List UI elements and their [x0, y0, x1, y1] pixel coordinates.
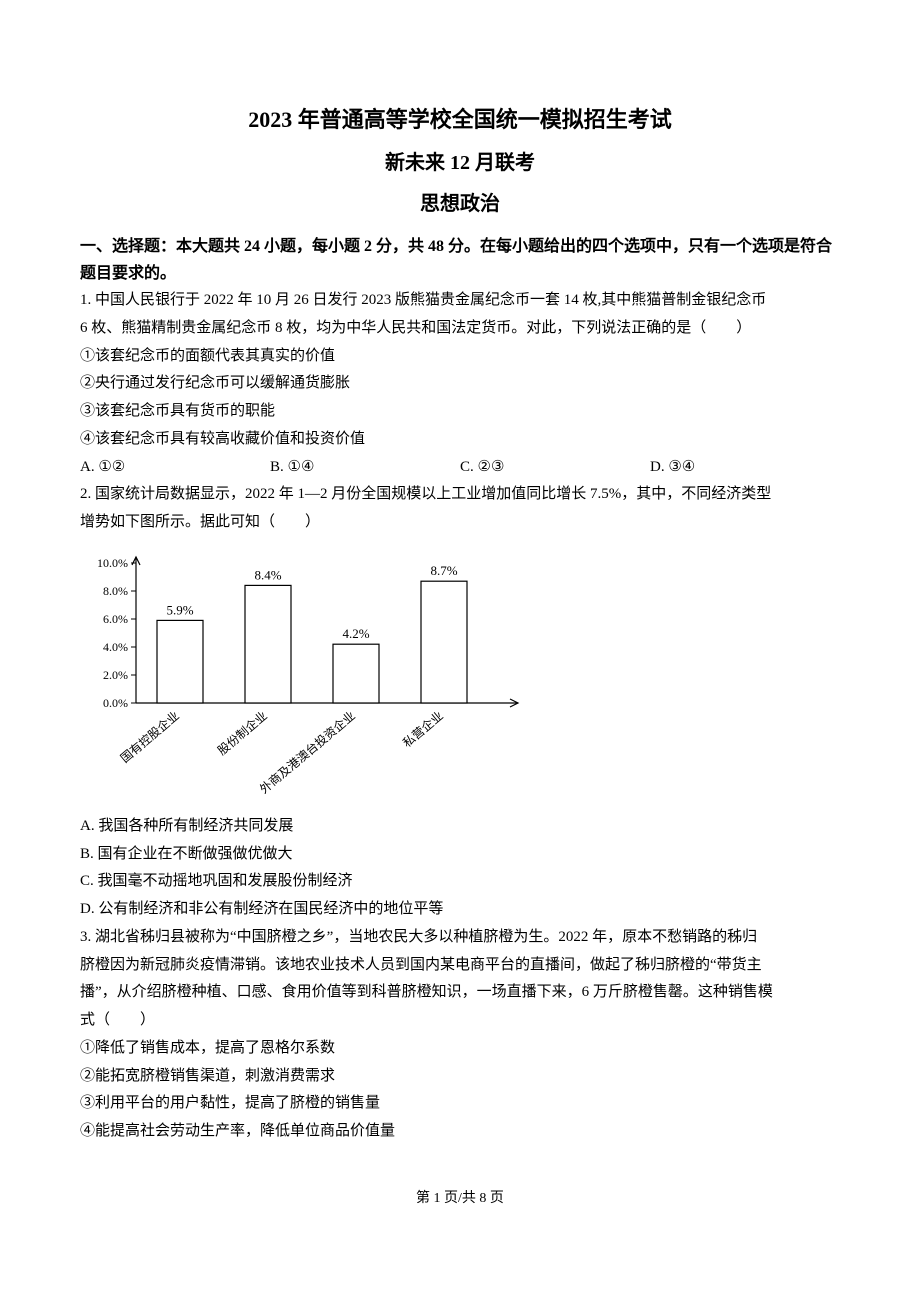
q1-statement: ②央行通过发行纪念币可以缓解通货膨胀 [80, 370, 840, 398]
q3-stem-line: 3. 湖北省秭归县被称为“中国脐橙之乡”，当地农民大多以种植脐橙为生。2022 … [80, 924, 840, 952]
svg-text:8.7%: 8.7% [430, 563, 457, 578]
q2-option-b: B. 国有企业在不断做强做优做大 [80, 841, 840, 869]
q1-options: A. ①② B. ①④ C. ②③ D. ③④ [80, 454, 840, 482]
exam-subject: 思想政治 [80, 186, 840, 223]
q2-option-a: A. 我国各种所有制经济共同发展 [80, 813, 840, 841]
exam-title-main: 2023 年普通高等学校全国统一模拟招生考试 [80, 100, 840, 141]
svg-text:0.0%: 0.0% [103, 696, 128, 710]
q3-statement: ④能提高社会劳动生产率，降低单位商品价值量 [80, 1118, 840, 1146]
svg-text:5.9%: 5.9% [166, 602, 193, 617]
svg-text:6.0%: 6.0% [103, 612, 128, 626]
q2-option-d: D. 公有制经济和非公有制经济在国民经济中的地位平等 [80, 896, 840, 924]
svg-text:8.0%: 8.0% [103, 584, 128, 598]
q1-statement: ①该套纪念币的面额代表其真实的价值 [80, 343, 840, 371]
bar-chart: 0.0% 2.0% 4.0% 6.0% 8.0% 10.0% 5.9% 国有控股企业 8.4% 股… [80, 543, 840, 803]
q3-statement: ①降低了销售成本，提高了恩格尔系数 [80, 1035, 840, 1063]
q1-option-c: C. ②③ [460, 454, 650, 482]
q1-stem-line: 6 枚、熊猫精制贵金属纪念币 8 枚，均为中华人民共和国法定货币。对此，下列说法… [80, 315, 840, 343]
svg-text:8.4%: 8.4% [254, 567, 281, 582]
section-header: 一、选择题：本大题共 24 小题，每小题 2 分，共 48 分。在每小题给出的四… [80, 233, 840, 287]
page-footer: 第 1 页/共 8 页 [80, 1186, 840, 1212]
q1-statement: ③该套纪念币具有货币的职能 [80, 398, 840, 426]
bar-chart-svg: 0.0% 2.0% 4.0% 6.0% 8.0% 10.0% 5.9% 国有控股企业 8.4% 股… [80, 543, 520, 803]
q3-statement: ②能拓宽脐橙销售渠道，刺激消费需求 [80, 1063, 840, 1091]
exam-title-sub: 新未来 12 月联考 [80, 145, 840, 182]
q3-stem-line: 播”，从介绍脐橙种植、口感、食用价值等到科普脐橙知识，一场直播下来，6 万斤脐橙… [80, 979, 840, 1007]
q1-option-d: D. ③④ [650, 454, 840, 482]
svg-text:4.0%: 4.0% [103, 640, 128, 654]
svg-text:4.2%: 4.2% [342, 626, 369, 641]
svg-text:2.0%: 2.0% [103, 668, 128, 682]
svg-text:10.0%: 10.0% [97, 556, 128, 570]
q3-statement: ③利用平台的用户黏性，提高了脐橙的销售量 [80, 1090, 840, 1118]
q1-option-a: A. ①② [80, 454, 270, 482]
q2-stem-line: 增势如下图所示。据此可知（ ） [80, 509, 840, 537]
q3-stem-line: 式（ ） [80, 1007, 840, 1035]
q2-stem-line: 2. 国家统计局数据显示，2022 年 1—2 月份全国规模以上工业增加值同比增… [80, 481, 840, 509]
svg-text:股份制企业: 股份制企业 [214, 708, 270, 758]
svg-text:私营企业: 私营企业 [400, 708, 446, 750]
q2-option-c: C. 我国毫不动摇地巩固和发展股份制经济 [80, 868, 840, 896]
q1-statement: ④该套纪念币具有较高收藏价值和投资价值 [80, 426, 840, 454]
q1-stem-line: 1. 中国人民银行于 2022 年 10 月 26 日发行 2023 版熊猫贵金… [80, 287, 840, 315]
svg-text:外商及港澳台投资企业: 外商及港澳台投资企业 [256, 708, 358, 797]
q1-option-b: B. ①④ [270, 454, 460, 482]
q3-stem-line: 脐橙因为新冠肺炎疫情滞销。该地农业技术人员到国内某电商平台的直播间，做起了秭归脐… [80, 952, 840, 980]
svg-text:国有控股企业: 国有控股企业 [117, 708, 182, 766]
